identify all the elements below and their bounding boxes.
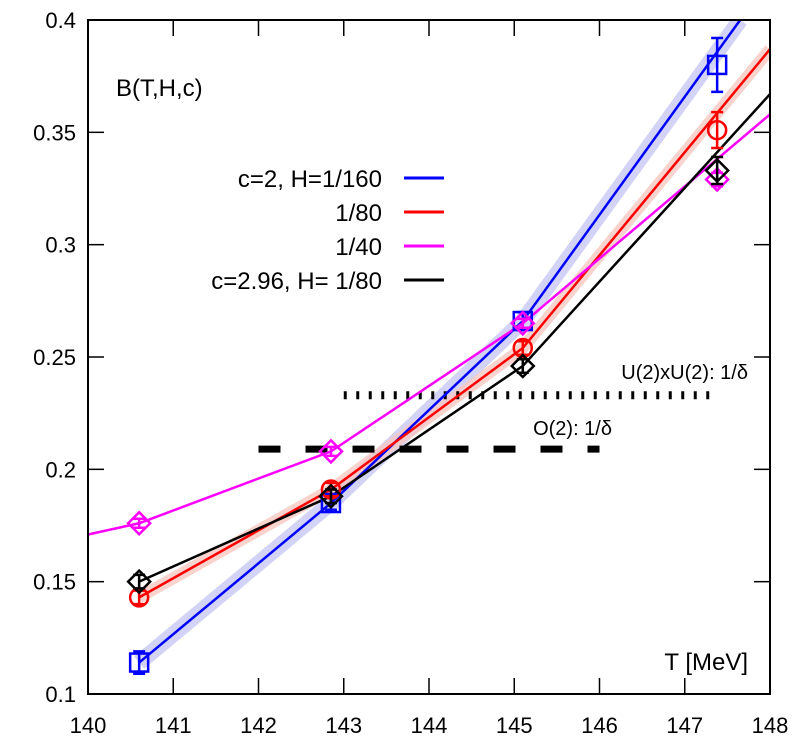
data-point-square [706, 54, 728, 76]
x-tick-label: 144 [411, 713, 448, 738]
legend-label-0: c=2, H=1/160 [238, 166, 382, 193]
data-point-diamond [318, 438, 344, 465]
x-tick-label: 142 [240, 713, 277, 738]
x-tick-label: 146 [581, 713, 618, 738]
error-band-1 [136, 45, 770, 603]
y-tick-label: 0.25 [33, 345, 76, 370]
error-bar [516, 317, 529, 330]
legend-label-2: 1/40 [335, 234, 382, 261]
data-point-diamond [126, 568, 152, 595]
x-tick-label: 147 [666, 713, 703, 738]
y-tick-label: 0.15 [33, 570, 76, 595]
x-tick-label: 143 [325, 713, 362, 738]
data-point-circle [512, 337, 534, 359]
y-tick-label: 0.35 [33, 120, 76, 145]
data-point-square [128, 652, 150, 673]
series-line-0 [138, 20, 742, 664]
reference-label-dotted: U(2)xU(2): 1/δ [621, 362, 748, 384]
error-bar [133, 573, 146, 590]
error-band-0 [134, 20, 747, 669]
error-bar [711, 36, 724, 94]
x-tick-label: 145 [496, 713, 533, 738]
data-point-diamond [704, 157, 730, 184]
error-bar [711, 155, 724, 186]
y-axis-label: B(T,H,c) [116, 75, 203, 102]
reference-label-dashed: O(2): 1/δ [533, 418, 612, 440]
y-tick-label: 0.3 [45, 233, 76, 258]
data-point-diamond [510, 353, 536, 379]
y-tick-label: 0.1 [45, 682, 76, 707]
legend-label-3: c=2.96, H= 1/80 [211, 268, 382, 295]
error-bar [133, 517, 146, 529]
data-point-circle [706, 119, 728, 141]
series-line-1 [138, 48, 770, 599]
y-tick-label: 0.4 [45, 8, 76, 33]
legend-label-1: 1/80 [335, 200, 382, 227]
data-point-diamond [318, 483, 344, 510]
x-axis-label: T [MeV] [664, 649, 748, 676]
y-tick-label: 0.2 [45, 457, 76, 482]
data-layer [88, 20, 770, 676]
series-line-3 [138, 93, 770, 583]
error-bar [711, 110, 724, 150]
data-point-diamond [126, 510, 152, 537]
error-bar [324, 445, 337, 458]
x-tick-label: 148 [752, 713, 789, 738]
x-tick-label: 141 [155, 713, 192, 738]
error-bar [133, 650, 146, 676]
x-tick-label: 140 [70, 713, 107, 738]
data-point-diamond [510, 310, 536, 337]
